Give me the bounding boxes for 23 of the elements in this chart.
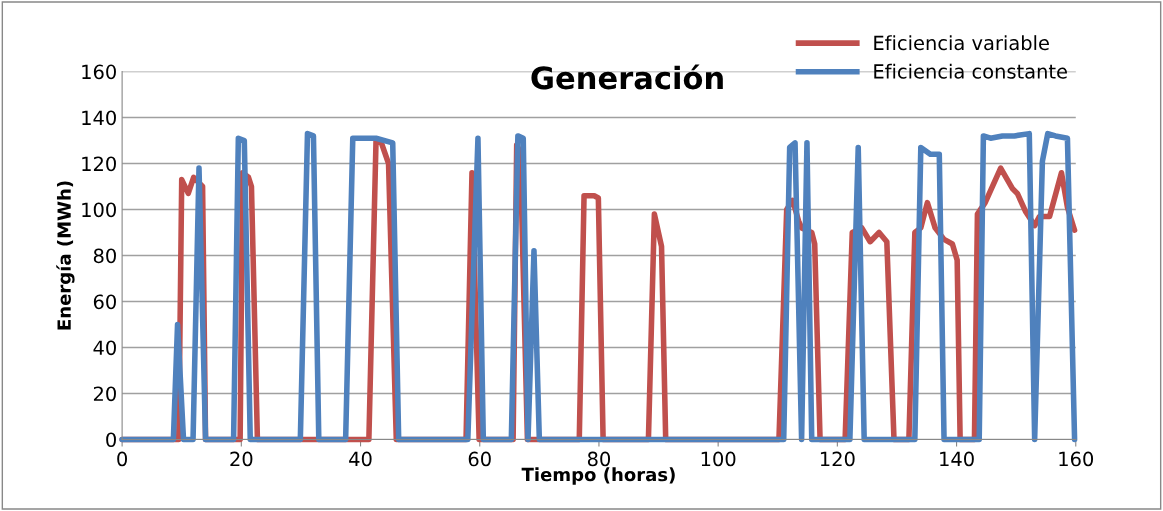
- y-tick-label: 160: [82, 64, 116, 80]
- x-tick-label: 40: [349, 451, 372, 467]
- chart-title: Generación: [531, 64, 723, 90]
- x-tick-label: 80: [587, 451, 611, 467]
- y-tick-label: 140: [82, 110, 116, 126]
- legend-label: Eficiencia constante: [874, 63, 1067, 79]
- y-tick-label: 120: [82, 156, 116, 172]
- y-tick-label: 100: [82, 202, 116, 218]
- y-tick-label: 0: [106, 432, 116, 448]
- x-tick-label: 140: [940, 451, 974, 467]
- x-axis-title: Tiempo (horas): [521, 467, 675, 485]
- x-tick-label: 60: [468, 451, 491, 467]
- x-tick-label: 160: [1059, 451, 1094, 467]
- x-tick-label: 100: [701, 451, 736, 467]
- legend-label: Eficiencia variable: [874, 35, 1049, 51]
- y-axis-title: Energía (MWh): [56, 181, 75, 330]
- y-tick-label: 80: [93, 248, 116, 264]
- x-tick-label: 20: [230, 451, 253, 467]
- y-tick-label: 60: [93, 294, 116, 310]
- y-tick-label: 40: [93, 340, 116, 356]
- x-tick-label: 0: [117, 451, 128, 467]
- x-tick-label: 120: [820, 451, 855, 467]
- y-tick-label: 20: [93, 386, 116, 402]
